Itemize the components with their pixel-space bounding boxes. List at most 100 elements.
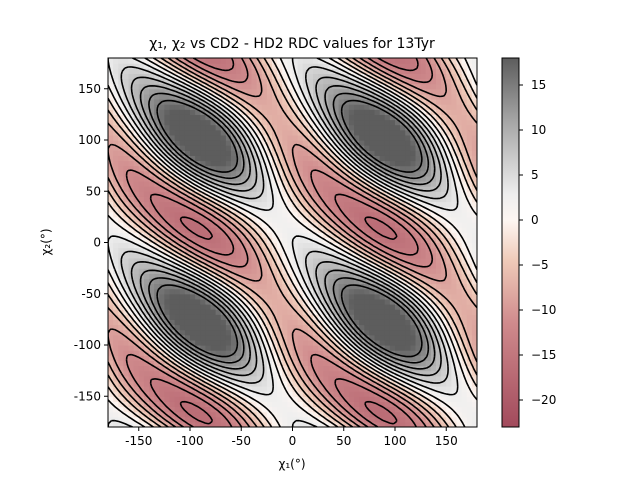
heatmap-cell bbox=[159, 345, 165, 351]
heatmap-cell bbox=[179, 396, 186, 402]
heatmap-cell bbox=[164, 78, 171, 85]
heatmap-cell bbox=[174, 263, 181, 269]
heatmap-cell bbox=[420, 268, 427, 274]
heatmap-cell bbox=[456, 114, 463, 121]
heatmap-cell bbox=[446, 134, 452, 141]
heatmap-cell bbox=[343, 350, 350, 356]
heatmap-cell bbox=[405, 391, 411, 397]
heatmap-cell bbox=[154, 68, 160, 74]
heatmap-cell bbox=[430, 278, 437, 285]
heatmap-cell bbox=[359, 365, 365, 372]
heatmap-cell bbox=[256, 334, 263, 341]
heatmap-cell bbox=[256, 175, 263, 182]
heatmap-cell bbox=[220, 227, 227, 233]
heatmap-cell bbox=[405, 191, 411, 197]
heatmap-cell bbox=[343, 232, 350, 238]
heatmap-cell bbox=[118, 170, 124, 177]
heatmap-cell bbox=[400, 58, 406, 64]
heatmap-cell bbox=[220, 278, 227, 285]
heatmap-cell bbox=[318, 370, 324, 377]
heatmap-cell bbox=[277, 201, 283, 208]
heatmap-cell bbox=[200, 237, 206, 244]
heatmap-cell bbox=[441, 165, 447, 172]
heatmap-cell bbox=[384, 104, 391, 110]
heatmap-cell bbox=[149, 242, 155, 249]
heatmap-cell bbox=[169, 201, 176, 208]
heatmap-cell bbox=[118, 129, 124, 136]
heatmap-cell bbox=[236, 104, 242, 110]
heatmap-cell bbox=[179, 401, 186, 408]
heatmap-cell bbox=[241, 119, 247, 126]
heatmap-cell bbox=[441, 175, 447, 182]
heatmap-cell bbox=[395, 386, 401, 392]
heatmap-cell bbox=[318, 365, 324, 372]
heatmap-cell bbox=[456, 375, 463, 382]
heatmap-cell bbox=[400, 339, 406, 346]
heatmap-cell bbox=[272, 68, 278, 74]
heatmap-cell bbox=[348, 421, 355, 427]
heatmap-cell bbox=[456, 396, 463, 402]
heatmap-cell bbox=[200, 155, 206, 162]
heatmap-cell bbox=[277, 324, 283, 331]
heatmap-cell bbox=[297, 324, 304, 331]
heatmap-cell bbox=[133, 83, 140, 90]
heatmap-cell bbox=[302, 129, 309, 136]
heatmap-cell bbox=[169, 350, 176, 356]
heatmap-cell bbox=[164, 222, 171, 228]
heatmap-cell bbox=[405, 406, 411, 413]
heatmap-cell bbox=[205, 99, 212, 105]
heatmap-cell bbox=[179, 263, 186, 269]
heatmap-cell bbox=[143, 196, 150, 203]
heatmap-cell bbox=[272, 181, 278, 187]
heatmap-cell bbox=[266, 288, 273, 295]
heatmap-cell bbox=[272, 386, 278, 392]
heatmap-cell bbox=[420, 375, 427, 382]
heatmap-cell bbox=[236, 386, 242, 392]
heatmap-cell bbox=[225, 114, 232, 121]
heatmap-cell bbox=[220, 145, 227, 151]
heatmap-cell bbox=[364, 273, 370, 279]
heatmap-cell bbox=[195, 421, 201, 427]
heatmap-cell bbox=[261, 124, 268, 131]
heatmap-cell bbox=[374, 293, 381, 300]
heatmap-cell bbox=[256, 124, 263, 131]
heatmap-cell bbox=[369, 68, 376, 74]
heatmap-cell bbox=[323, 165, 329, 172]
heatmap-cell bbox=[215, 165, 222, 172]
heatmap-cell bbox=[169, 109, 176, 115]
heatmap-cell bbox=[282, 181, 288, 187]
heatmap-cell bbox=[359, 396, 365, 402]
heatmap-cell bbox=[123, 73, 130, 80]
heatmap-cell bbox=[225, 206, 232, 213]
heatmap-cell bbox=[384, 78, 391, 85]
heatmap-cell bbox=[425, 124, 432, 131]
heatmap-cell bbox=[456, 416, 463, 423]
heatmap-cell bbox=[354, 155, 360, 162]
heatmap-cell bbox=[379, 170, 386, 177]
heatmap-cell bbox=[184, 304, 191, 310]
heatmap-cell bbox=[287, 206, 294, 213]
heatmap-cell bbox=[287, 114, 294, 121]
heatmap-cell bbox=[179, 309, 186, 315]
heatmap-cell bbox=[343, 365, 350, 372]
heatmap-cell bbox=[159, 104, 165, 110]
heatmap-cell bbox=[236, 155, 242, 162]
heatmap-cell bbox=[190, 411, 196, 418]
heatmap-cell bbox=[215, 129, 222, 136]
heatmap-cell bbox=[200, 416, 206, 423]
heatmap-cell bbox=[389, 319, 396, 326]
heatmap-cell bbox=[133, 345, 140, 351]
heatmap-cell bbox=[379, 186, 386, 192]
heatmap-cell bbox=[389, 329, 396, 336]
heatmap-cell bbox=[451, 283, 458, 290]
heatmap-cell bbox=[415, 150, 422, 156]
heatmap-cell bbox=[215, 196, 222, 203]
heatmap-cell bbox=[215, 68, 222, 74]
heatmap-cell bbox=[282, 237, 288, 244]
heatmap-cell bbox=[374, 160, 381, 167]
heatmap-cell bbox=[313, 206, 319, 213]
heatmap-cell bbox=[174, 124, 181, 131]
heatmap-cell bbox=[123, 160, 130, 167]
heatmap-cell bbox=[364, 293, 370, 300]
heatmap-cell bbox=[277, 145, 283, 151]
